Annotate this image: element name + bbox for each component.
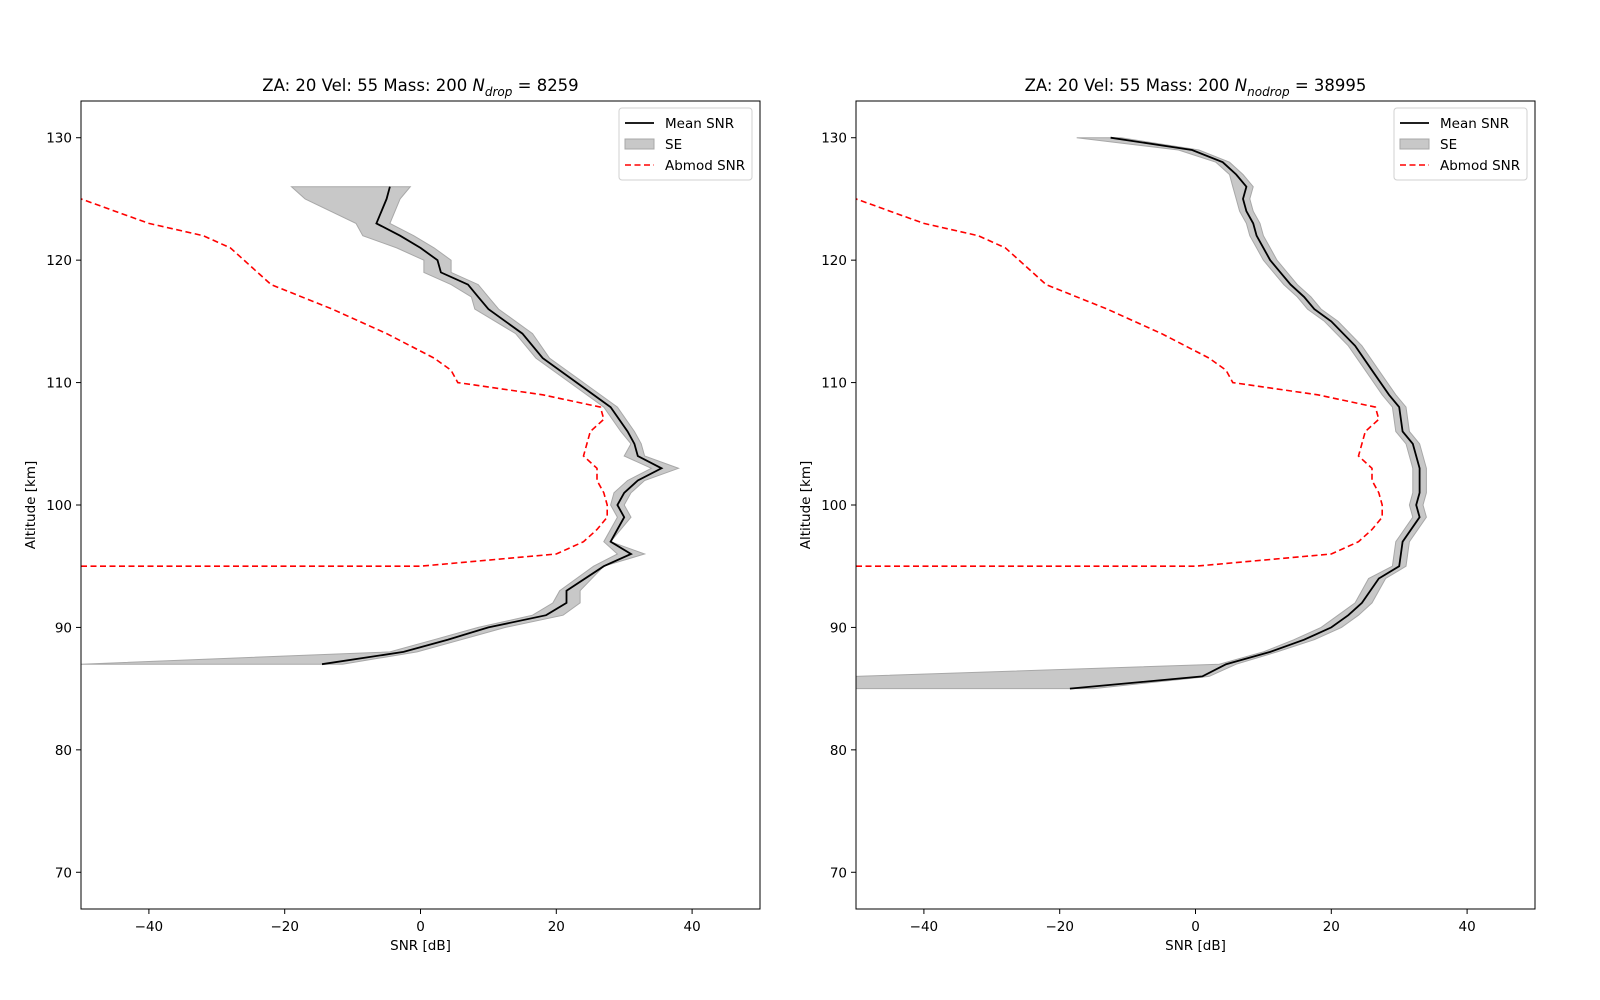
y-tick-label: 80 — [830, 743, 847, 759]
x-tick-label: 40 — [684, 919, 701, 935]
y-tick-label: 70 — [55, 865, 72, 881]
x-tick-label: 0 — [416, 919, 425, 935]
right-subplot: −40 −20 0 20 40 70 80 90 100 110 120 130 SNR [dB] Alt… — [798, 76, 1536, 954]
x-tick-label: 20 — [1323, 919, 1340, 935]
legend-handle-se — [624, 138, 655, 150]
x-tick-label: −40 — [135, 919, 164, 935]
x-tick-label: −40 — [910, 919, 939, 935]
legend-label: SE — [665, 137, 682, 153]
y-tick-label: 100 — [46, 498, 72, 514]
legend-box — [618, 107, 753, 181]
legend-label: Abmod SNR — [1440, 158, 1520, 174]
x-tick-label: 20 — [548, 919, 565, 935]
y-axis-label: Altitude [km] — [23, 461, 39, 550]
y-tick-label: 130 — [46, 131, 72, 147]
x-tick-label: 0 — [1191, 919, 1200, 935]
y-axis-label: Altitude [km] — [798, 461, 814, 550]
x-tick-label: 40 — [1459, 919, 1476, 935]
y-tick-label: 90 — [55, 620, 72, 636]
se-band — [81, 186, 680, 665]
y-tick-label: 110 — [821, 376, 847, 392]
legend-label: Mean SNR — [1440, 116, 1509, 132]
y-tick-label: 100 — [821, 498, 847, 514]
mean-snr-line — [321, 186, 664, 666]
mean-snr-line — [1069, 136, 1421, 690]
y-tick-label: 120 — [821, 253, 847, 269]
legend-label: SE — [1440, 137, 1457, 153]
y-tick-label: 80 — [55, 743, 72, 759]
legend-box — [1393, 107, 1528, 181]
plot-area — [81, 186, 680, 666]
legend-label: Abmod SNR — [665, 158, 745, 174]
x-tick-label: −20 — [1045, 919, 1074, 935]
x-tick-label: −20 — [270, 919, 299, 935]
chart-title: ZA: 20 Vel: 55 Mass: 200 Ndrop = 8259 — [262, 76, 578, 99]
legend: Mean SNR SE Abmod SNR — [618, 107, 753, 181]
y-tick-label: 70 — [830, 865, 847, 881]
plot-area — [856, 136, 1427, 690]
legend: Mean SNR SE Abmod SNR — [1393, 107, 1528, 181]
x-axis-label: SNR [dB] — [390, 938, 451, 954]
x-axis-label: SNR [dB] — [1165, 938, 1226, 954]
y-tick-label: 110 — [46, 376, 72, 392]
legend-label: Mean SNR — [665, 116, 734, 132]
y-tick-label: 90 — [830, 620, 847, 636]
left-subplot: −40 −20 0 20 40 70 80 90 100 110 120 130 SNR [dB] Alt… — [23, 76, 761, 954]
y-tick-label: 120 — [46, 253, 72, 269]
y-tick-label: 130 — [821, 131, 847, 147]
legend-handle-se — [1399, 138, 1430, 150]
chart-title: ZA: 20 Vel: 55 Mass: 200 Nnodrop = 38995 — [1025, 76, 1367, 99]
